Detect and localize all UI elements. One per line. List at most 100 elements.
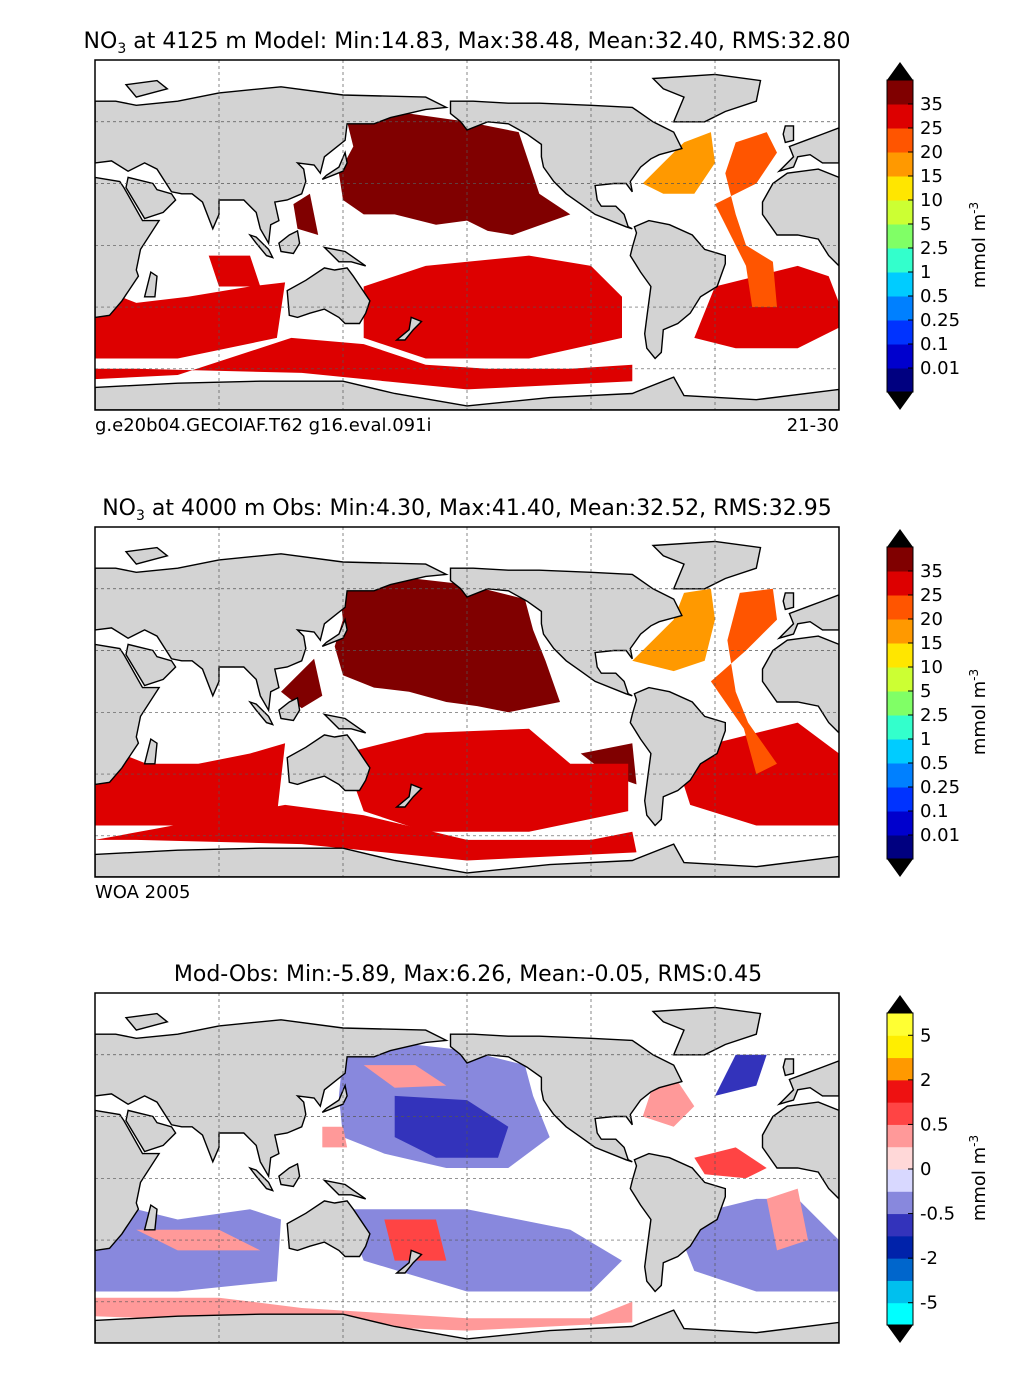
data-region	[95, 804, 637, 861]
colorbar-frame	[886, 79, 914, 393]
colorbar-segment	[887, 248, 913, 273]
colorbar-tick-label: -2	[920, 1248, 938, 1269]
colorbar-tick-label: -0.5	[920, 1204, 955, 1225]
colorbar-tick-label: 20	[920, 609, 943, 630]
colorbar-segment	[887, 200, 913, 225]
title-text: Mod-Obs: Min:-5.89, Max:6.26, Mean:-0.05…	[174, 962, 762, 987]
colorbar-tick-label: 0.25	[920, 310, 960, 331]
colorbar-tick-label: 0.5	[920, 286, 949, 307]
data-region	[95, 337, 633, 390]
colorbar-segment	[887, 763, 913, 788]
land-png	[322, 246, 367, 267]
land-svalbard	[124, 546, 169, 565]
colorbar-segment	[887, 152, 913, 177]
land-namerica	[449, 1033, 683, 1163]
colorbar-tick-label: 35	[920, 561, 943, 582]
colorbar-segment	[887, 1057, 913, 1081]
land-nz	[394, 783, 423, 808]
data-region	[766, 1188, 808, 1251]
colorbar-segment	[887, 1258, 913, 1281]
colorbar-segment	[887, 1169, 913, 1192]
colorbar-segment	[887, 1013, 913, 1036]
colorbar-tick-label: 20	[920, 142, 943, 163]
land-sumatra	[248, 1166, 275, 1192]
colorbar-segment	[887, 1302, 913, 1326]
land-arabia	[125, 643, 177, 687]
colorbar-tick-label: 0.25	[920, 777, 960, 798]
colorbar-segment	[887, 1079, 913, 1103]
title-text: at 4000 m Obs: Min:4.30, Max:41.40, Mean…	[145, 496, 832, 521]
colorbar-frame	[886, 546, 914, 860]
colorbar-extend-high	[887, 62, 913, 80]
land-png	[322, 713, 367, 734]
colorbar-tick-label: -5	[920, 1293, 938, 1314]
land-japan	[321, 1083, 348, 1114]
colorbar-segment	[887, 1213, 913, 1237]
land-eurasia	[95, 553, 449, 713]
data-region	[642, 132, 715, 194]
colorbar-segment	[887, 224, 913, 249]
land-uk	[782, 592, 795, 611]
colorbar-tick-label: 0.1	[920, 334, 949, 355]
colorbar-segment	[887, 715, 913, 740]
panel-title: NO3 at 4000 m Obs: Min:4.30, Max:41.40, …	[102, 496, 832, 524]
data-region	[343, 728, 629, 832]
colorbar-tick-label: 5	[920, 214, 931, 235]
panel-title: NO3 at 4125 m Model: Min:14.83, Max:38.4…	[84, 29, 851, 57]
data-region	[95, 1297, 633, 1331]
title-subscript: 3	[117, 41, 126, 57]
colorbar-segment	[887, 320, 913, 345]
land-europe_w	[776, 127, 839, 173]
colorbar-tick-label: 0.01	[920, 358, 960, 379]
land-eurasia	[95, 1019, 449, 1179]
unit-superscript: -3	[967, 669, 981, 681]
map-frame	[94, 992, 840, 1344]
land-australia	[286, 267, 371, 325]
land-europe_w	[776, 1060, 839, 1106]
colorbar-segment	[887, 272, 913, 297]
colorbar-segment	[887, 1280, 913, 1304]
data-region	[338, 111, 571, 235]
land-japan	[321, 150, 348, 181]
colorbar-segment	[887, 128, 913, 153]
colorbar-segment	[887, 787, 913, 812]
run-label: g.e20b04.GECOIAF.T62 g16.eval.091i	[95, 415, 432, 436]
panel-model: NO3 at 4125 m Model: Min:14.83, Max:38.4…	[84, 29, 990, 436]
land-samerica	[629, 219, 726, 360]
land-arabia	[125, 1109, 177, 1153]
land-africa	[95, 1109, 161, 1252]
colorbar-segment	[887, 1191, 913, 1215]
land-australia	[286, 1200, 371, 1258]
data-region	[208, 255, 261, 287]
data-region	[694, 1147, 767, 1179]
colorbar-segment	[887, 344, 913, 369]
colorbar: -5 -2 -0.5 0 0.5 2 5 mmol m-3	[886, 995, 990, 1343]
colorbar-tick-label: 5	[920, 1025, 931, 1046]
years-label: 21-30	[787, 415, 839, 436]
land-madagascar	[143, 270, 158, 298]
data-region	[95, 743, 286, 826]
map-area	[95, 527, 839, 877]
land-australia	[286, 734, 371, 792]
land-svalbard	[124, 1012, 169, 1031]
colorbar-segment	[887, 1102, 913, 1125]
land-svalbard	[124, 79, 169, 98]
land-borneo	[278, 229, 301, 255]
data-region	[322, 1126, 348, 1148]
colorbar-unit: mmol m-3	[967, 202, 990, 288]
colorbar-segment	[887, 104, 913, 129]
colorbar-tick-label: 0.5	[920, 753, 949, 774]
colorbar-tick-label: 35	[920, 94, 943, 115]
colorbar-tick-label: 15	[920, 633, 943, 654]
data-region	[95, 282, 286, 359]
colorbar-tick-label: 10	[920, 190, 943, 211]
land-africa	[95, 176, 161, 319]
land-africa_w	[761, 1101, 839, 1200]
title-variable: NO	[84, 29, 118, 54]
colorbar-segment	[887, 80, 913, 105]
land-japan	[321, 617, 348, 648]
colorbar-segment	[887, 643, 913, 668]
colorbar-extend-low	[887, 1325, 913, 1343]
data-region	[394, 1095, 509, 1158]
map-frame	[94, 526, 840, 878]
